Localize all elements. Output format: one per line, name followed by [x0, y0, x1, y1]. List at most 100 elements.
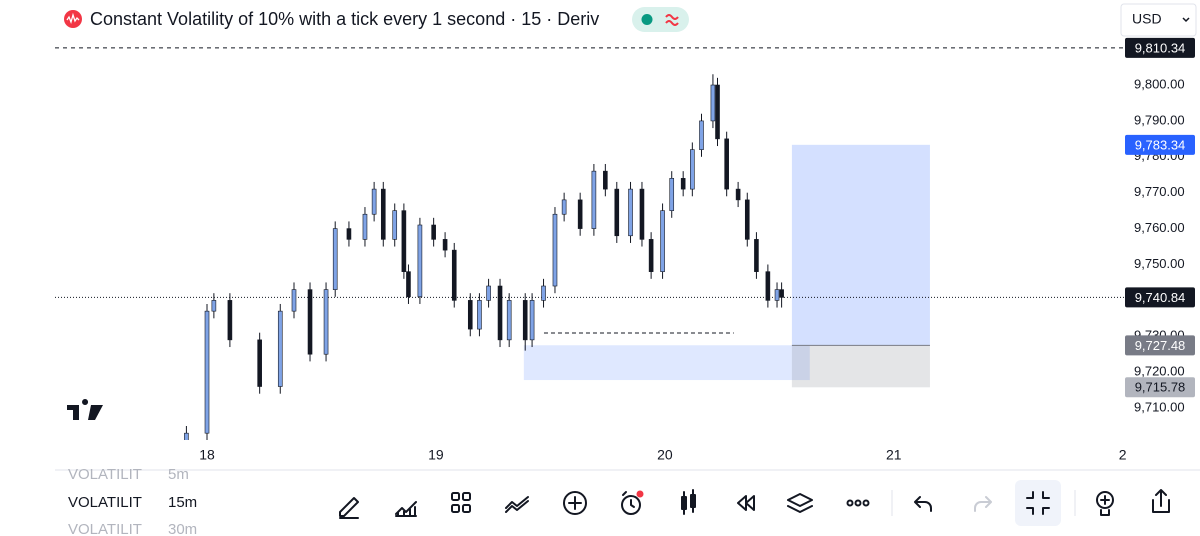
price-label-box — [1125, 377, 1195, 398]
candle-body — [257, 339, 262, 387]
candle-body — [323, 289, 329, 355]
candle-body — [467, 300, 473, 330]
more-button[interactable] — [846, 499, 870, 507]
indicators-button[interactable] — [395, 501, 417, 517]
candle-body — [307, 289, 313, 355]
replay-button[interactable] — [737, 495, 755, 511]
candle-body — [522, 300, 528, 341]
candle-body — [291, 289, 297, 312]
interval-value[interactable]: 30m — [168, 521, 197, 536]
candle-body — [774, 289, 780, 301]
price-label-box — [1125, 134, 1195, 155]
candle-body — [506, 300, 512, 341]
candle-body — [277, 310, 283, 387]
candle-body — [417, 224, 423, 298]
candle-body — [690, 149, 695, 190]
add-button[interactable] — [563, 491, 587, 515]
interval-value[interactable]: 15m — [168, 494, 197, 511]
candle-body — [614, 188, 620, 237]
candle-body — [541, 285, 546, 301]
position-profit-box[interactable] — [791, 144, 930, 346]
candle-body — [442, 239, 448, 251]
toolbar — [339, 480, 1170, 526]
alert-button[interactable] — [621, 491, 641, 515]
candle-body — [184, 432, 189, 440]
candle-body — [660, 210, 665, 272]
tradingview-logo[interactable] — [67, 399, 103, 420]
y-tick-label: 9,710.00 — [1134, 399, 1185, 414]
currency-label: USD — [1132, 11, 1162, 27]
candle-body — [346, 228, 352, 240]
redo-button[interactable] — [974, 496, 992, 512]
y-tick-label: 9,720.00 — [1134, 364, 1185, 379]
y-tick-label: 9,760.00 — [1134, 220, 1185, 235]
undo-button[interactable] — [914, 496, 932, 512]
y-tick-label: 9,770.00 — [1134, 184, 1185, 199]
interval-name[interactable]: VOLATILIT — [68, 521, 142, 536]
candle-body — [603, 170, 608, 190]
candle-body — [477, 300, 482, 330]
zone-box[interactable] — [523, 345, 810, 381]
candle-body — [744, 199, 750, 240]
candle-body — [486, 285, 491, 301]
x-tick-label: 20 — [657, 447, 673, 463]
exit-fullscreen-button[interactable] — [1026, 491, 1050, 515]
draw-tool-button[interactable] — [339, 497, 359, 519]
y-tick-label: 9,750.00 — [1134, 256, 1185, 271]
candle-body — [724, 138, 729, 190]
candle-body — [779, 289, 784, 298]
candle-body — [332, 228, 338, 290]
x-tick-label: 19 — [428, 447, 444, 463]
position-loss-box[interactable] — [791, 345, 930, 388]
currency-select[interactable] — [1120, 3, 1197, 37]
templates-button[interactable] — [451, 492, 471, 513]
x-tick-label: 2 — [1119, 447, 1127, 463]
x-tick-label: 21 — [886, 447, 902, 463]
compare-button[interactable] — [505, 496, 529, 513]
price-label-box — [1125, 287, 1195, 308]
fullscreen-toggle-bg[interactable] — [1015, 480, 1061, 526]
candle-body — [710, 84, 716, 122]
status-pill[interactable] — [632, 7, 689, 32]
layers-button[interactable] — [787, 493, 813, 513]
data-delay-icon — [665, 14, 679, 26]
price-label-box — [1125, 37, 1195, 58]
candle-body — [371, 188, 377, 215]
candle-body — [529, 300, 535, 341]
price-label: 9,810.34 — [1135, 40, 1186, 55]
interval-value[interactable]: 5m — [168, 466, 189, 483]
share-button[interactable] — [1152, 489, 1170, 513]
chart-symbol-title[interactable]: Constant Volatility of 10% with a tick e… — [90, 9, 599, 29]
candle-body — [561, 199, 567, 215]
price-label: 9,783.34 — [1135, 137, 1186, 152]
chart-type-button[interactable] — [681, 489, 696, 515]
price-label: 9,715.78 — [1135, 380, 1186, 395]
candle-body — [715, 84, 720, 140]
candle-body — [380, 188, 386, 240]
interval-name[interactable]: VOLATILIT — [68, 466, 142, 483]
candle-body — [699, 120, 704, 150]
candle-body — [362, 213, 368, 240]
currency-caret — [1182, 17, 1190, 23]
interval-name[interactable]: VOLATILIT — [68, 494, 142, 511]
candle-body — [227, 300, 233, 341]
candle-body — [431, 224, 436, 240]
ideas-button[interactable] — [1096, 491, 1114, 516]
symbol-icon — [64, 10, 82, 28]
interval-picker[interactable]: VOLATILIT 5m VOLATILIT 15m VOLATILIT 30m — [68, 466, 197, 536]
price-label-box — [1125, 335, 1195, 356]
candle-body — [406, 271, 411, 298]
candle-body — [754, 239, 759, 272]
candle-body — [765, 271, 771, 301]
candle-body — [669, 178, 675, 211]
candle-body — [211, 300, 217, 312]
y-tick-label: 9,790.00 — [1134, 112, 1185, 127]
axes: 9,710.009,720.009,730.009,740.009,750.00… — [199, 37, 1195, 463]
x-tick-label: 18 — [199, 447, 215, 463]
market-open-dot — [641, 14, 653, 25]
candle-body — [204, 310, 210, 434]
candle-body — [639, 188, 645, 240]
